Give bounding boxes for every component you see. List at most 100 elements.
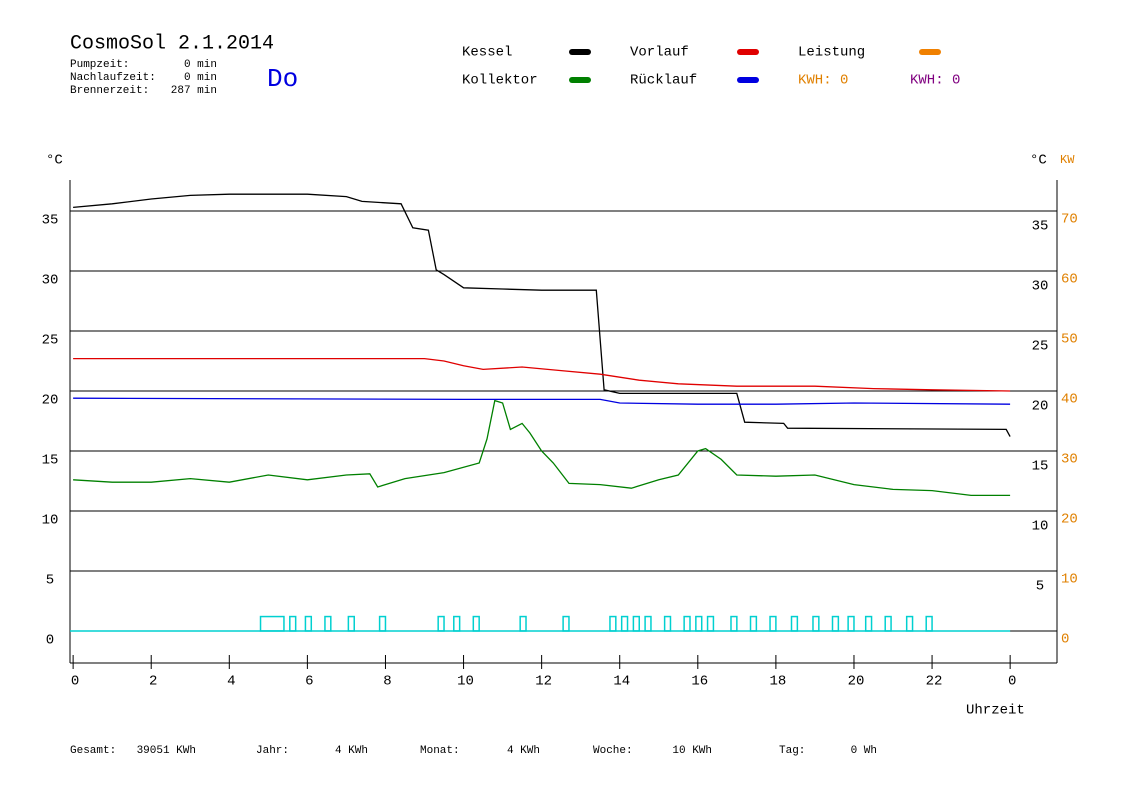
kwh-label: KWH: 0 (798, 73, 848, 89)
legend-label: Vorlauf (630, 45, 689, 61)
pump-pulse (812, 615, 820, 632)
y-tick-label: 10 (42, 513, 59, 529)
y2-tick-label: 20 (1061, 512, 1078, 528)
pump-pulse (259, 615, 285, 632)
y2-label: KW (1060, 153, 1075, 167)
pump-pulse (644, 615, 652, 632)
x-tick-label: 0 (1008, 674, 1016, 690)
y-right-tick-label: 25 (1032, 339, 1049, 355)
pump-pulse (304, 615, 313, 632)
x-tick-label: 20 (848, 674, 865, 690)
pump-pulse (289, 615, 297, 632)
footer-label: Monat: (420, 745, 460, 757)
x-tick-label: 16 (691, 674, 708, 690)
x-tick-label: 10 (457, 674, 474, 690)
x-tick-label: 14 (613, 674, 630, 690)
y-tick-label: 15 (42, 453, 59, 469)
footer-value: 4 KWh (507, 745, 540, 757)
x-tick-label: 22 (926, 674, 943, 690)
y2-tick-label: 10 (1061, 572, 1078, 588)
footer-value: 39051 KWh (137, 745, 196, 757)
pump-pulse (683, 615, 691, 632)
y-right-tick-label: 5 (1036, 579, 1044, 595)
y-right-tick-label: 30 (1032, 279, 1049, 295)
info-label: Pumpzeit: (70, 59, 129, 71)
footer-value: 0 Wh (851, 745, 877, 757)
x-tick-label: 4 (227, 674, 235, 690)
y-tick-label: 30 (42, 273, 59, 289)
pump-pulse (620, 615, 629, 632)
footer-label: Jahr: (256, 745, 289, 757)
series-line (73, 399, 1011, 497)
x-tick-label: 0 (71, 674, 79, 690)
pump-pulse (749, 615, 758, 632)
pump-pulse (831, 615, 840, 632)
y-tick-label: 20 (42, 393, 59, 409)
y-right-tick-label: 15 (1032, 459, 1049, 475)
pump-pulse (864, 615, 873, 632)
legend-label: Kessel (462, 45, 512, 61)
footer-value: 10 KWh (672, 745, 712, 757)
pump-pulse (609, 615, 617, 632)
y-right-tick-label: 20 (1032, 399, 1049, 415)
pump-pulse (347, 615, 355, 632)
y-right-tick-label: 35 (1032, 219, 1049, 235)
info-value: 287 min (171, 85, 217, 97)
y-right-tick-label: 10 (1032, 519, 1049, 535)
y-right-label: °C (1030, 153, 1047, 169)
pump-pulse (884, 615, 892, 632)
pump-pulse (730, 615, 738, 632)
pump-pulse (663, 615, 672, 632)
y2-tick-label: 0 (1061, 632, 1069, 648)
x-tick-label: 8 (383, 674, 391, 690)
pump-pulse (905, 615, 914, 632)
pump-pulse (769, 615, 777, 632)
footer-label: Gesamt: (70, 745, 116, 757)
legend-label: Rücklauf (630, 73, 697, 89)
pump-pulse (925, 615, 933, 632)
pump-pulse (847, 615, 855, 632)
y2-tick-label: 50 (1061, 332, 1078, 348)
pump-pulse (437, 615, 445, 632)
info-value: 0 min (184, 72, 217, 84)
y-tick-label: 0 (46, 633, 54, 649)
series-line (73, 193, 1011, 437)
chart-title: CosmoSol 2.1.2014 (70, 32, 274, 55)
kwh-label: KWH: 0 (910, 73, 960, 89)
info-value: 0 min (184, 59, 217, 71)
y-tick-label: 5 (46, 573, 54, 589)
pump-pulse (790, 615, 799, 632)
pump-pulse (519, 615, 527, 632)
x-tick-label: 6 (305, 674, 313, 690)
pump-pulse (472, 615, 480, 632)
footer-value: 4 KWh (335, 745, 368, 757)
legend-label: Kollektor (462, 73, 538, 89)
y2-tick-label: 60 (1061, 272, 1078, 288)
footer-label: Tag: (779, 745, 805, 757)
info-label: Brennerzeit: (70, 85, 149, 97)
series-line (73, 357, 1011, 392)
legend-label: Leistung (798, 45, 865, 61)
y2-tick-label: 30 (1061, 452, 1078, 468)
y-tick-label: 25 (42, 333, 59, 349)
pump-pulse (632, 615, 640, 632)
y2-tick-label: 70 (1061, 212, 1078, 228)
x-tick-label: 2 (149, 674, 157, 690)
pump-pulse (324, 615, 332, 632)
series-line (73, 397, 1011, 405)
x-tick-label: 18 (769, 674, 786, 690)
y-tick-label: 35 (42, 213, 59, 229)
x-label: Uhrzeit (966, 703, 1025, 719)
footer-label: Woche: (593, 745, 633, 757)
pump-pulse (695, 615, 703, 632)
y-label: °C (46, 153, 63, 169)
y2-tick-label: 40 (1061, 392, 1078, 408)
pump-pulse (562, 615, 570, 632)
pump-pulse (378, 615, 387, 632)
pump-pulse (453, 615, 461, 632)
info-label: Nachlaufzeit: (70, 72, 156, 84)
x-tick-label: 12 (535, 674, 552, 690)
pump-pulse (706, 615, 715, 632)
day: Do (267, 64, 298, 94)
